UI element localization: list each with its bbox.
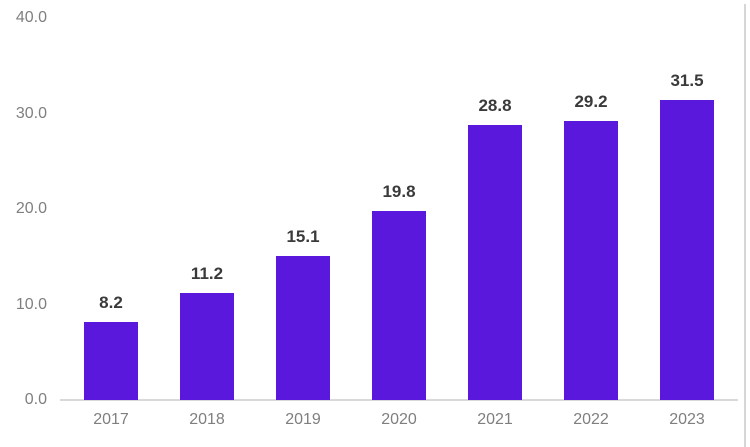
y-axis-tick-label: 20.0: [15, 200, 47, 218]
bar-2021: [468, 125, 522, 400]
x-axis-tick-label: 2023: [669, 411, 705, 428]
bar-value-label: 28.8: [478, 96, 512, 116]
x-axis-tick-label: 2022: [573, 411, 609, 428]
bar-2017: [84, 321, 138, 400]
bar-2022: [564, 121, 618, 400]
bar-value-label: 19.8: [382, 182, 416, 202]
y-axis-tick-label: 40.0: [15, 9, 47, 27]
y-axis-tick-label: 0.0: [24, 391, 47, 408]
bar-value-label: 11.2: [190, 264, 224, 284]
x-axis-tick-label: 2019: [285, 411, 321, 428]
x-axis-tick-label: 2020: [381, 411, 417, 428]
x-axis-line: [60, 399, 738, 401]
bar-2019: [276, 255, 330, 400]
bar-value-label: 31.5: [670, 70, 704, 90]
bar-value-label: 29.2: [574, 92, 608, 112]
bar-2023: [660, 99, 714, 400]
bar-value-label: 15.1: [286, 226, 320, 246]
x-axis-tick-label: 2017: [93, 411, 129, 428]
y-axis-tick-label: 10.0: [15, 295, 47, 313]
right-border-line: [744, 4, 746, 447]
bar-value-label: 8.2: [99, 292, 123, 312]
bar-2020: [372, 211, 426, 400]
y-axis-tick-label: 30.0: [15, 104, 47, 122]
bar-2018: [180, 293, 234, 400]
x-axis-tick-label: 2021: [477, 411, 513, 428]
x-axis-tick-label: 2018: [189, 411, 225, 428]
